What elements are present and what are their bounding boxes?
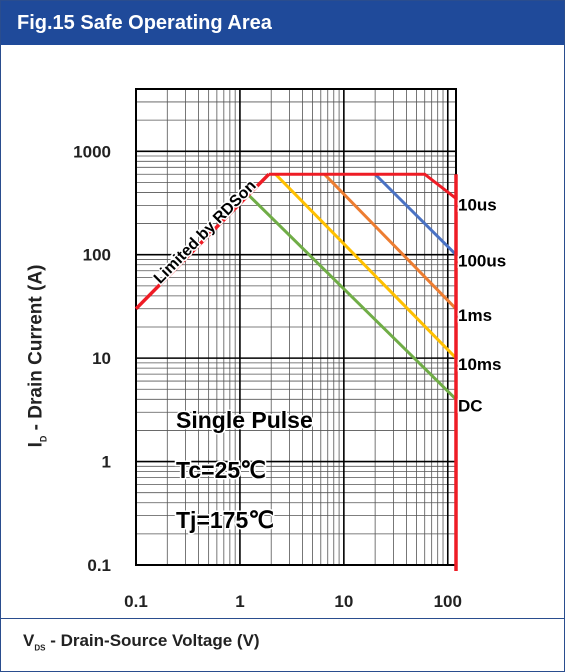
tick-labels: 0.1 1 10 100 0.1 1 10 100 1000 [73, 142, 462, 611]
curve-label-10ms: 10ms [458, 355, 501, 374]
rdson-limit-line [134, 172, 271, 311]
condition-note: Tj=175℃ [176, 507, 274, 533]
soa-curve-1ms [323, 173, 458, 310]
figure-title: Fig.15 Safe Operating Area [17, 12, 272, 34]
x-tick-label: 100 [434, 592, 462, 611]
soa-curves [134, 172, 458, 571]
footer-divider [1, 618, 564, 619]
x-axis-label-sub: DS [34, 643, 46, 653]
x-tick-label: 1 [235, 592, 244, 611]
x-axis-label-main: V [23, 631, 35, 650]
soa-curve-10ms [274, 173, 458, 360]
y-tick-label: 1 [102, 453, 111, 472]
curve-label-1ms: 1ms [458, 306, 492, 325]
x-axis-label: VDS - Drain-Source Voltage (V) [23, 631, 260, 652]
soa-curve-10us [268, 172, 457, 200]
soa-curve-dc [247, 193, 458, 401]
curve-label-10us: 10us [458, 195, 497, 214]
x-tick-label: 0.1 [124, 592, 148, 611]
y-tick-label: 100 [83, 246, 111, 265]
x-tick-label: 10 [334, 592, 353, 611]
condition-note: Tc=25℃ [176, 457, 266, 483]
curve-label-dc: DC [458, 396, 483, 415]
curve-label-100us: 100us [458, 252, 506, 271]
condition-note: Single Pulse [176, 407, 313, 433]
y-tick-label: 10 [92, 349, 111, 368]
minor-grid [136, 88, 456, 565]
y-tick-label: 1000 [73, 142, 111, 161]
x-axis-label-rest: - Drain-Source Voltage (V) [45, 631, 260, 650]
figure-header: Fig.15 Safe Operating Area [1, 1, 564, 45]
conditions-notes: Single Pulse Tc=25℃ Tj=175℃ [175, 406, 315, 535]
y-tick-label: 0.1 [87, 556, 111, 575]
soa-curve-100us [374, 173, 458, 256]
